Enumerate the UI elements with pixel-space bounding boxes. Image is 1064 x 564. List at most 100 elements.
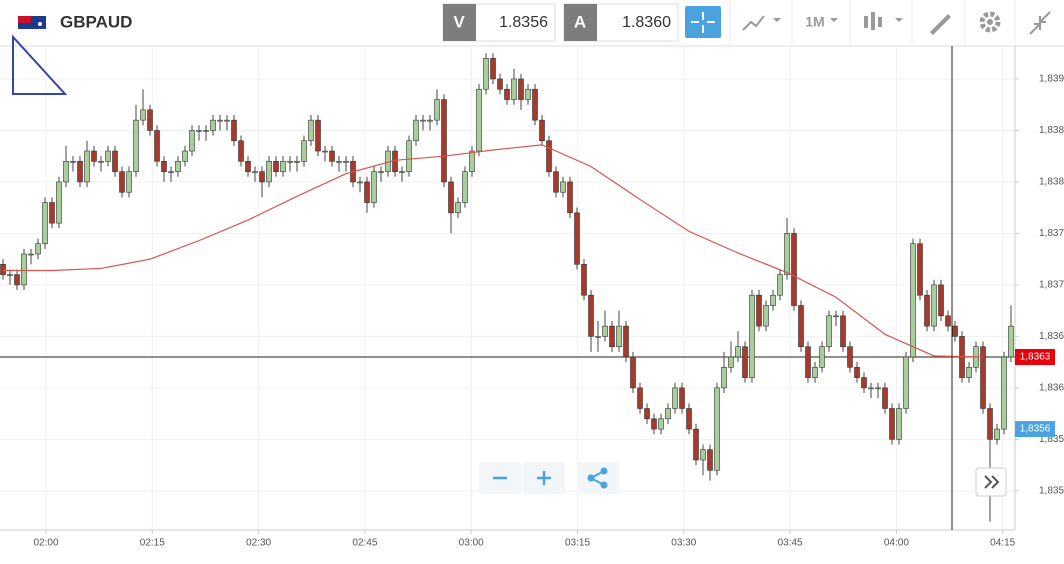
candle-body (714, 387, 720, 471)
candle-body (413, 119, 419, 142)
candle-body (112, 150, 118, 172)
candle-body (105, 150, 111, 162)
share-button[interactable] (577, 462, 619, 494)
x-tick-label: 04:00 (884, 538, 909, 549)
candle-body (504, 88, 510, 100)
candle-body (294, 161, 300, 163)
y-tick-label: 1,8385 (1039, 125, 1064, 136)
candle-body (693, 428, 699, 461)
y-tick-label: 1,8360 (1039, 383, 1064, 394)
candle-body (812, 366, 818, 378)
candle-body (441, 99, 447, 183)
candle-body (238, 140, 244, 162)
y-tick-label: 1,8365 (1039, 331, 1064, 342)
candle-body (203, 130, 209, 132)
candle-body (679, 387, 685, 409)
candle-body (854, 366, 860, 378)
candle-body (322, 150, 328, 153)
candle-body (91, 150, 97, 162)
candle-body (553, 171, 559, 193)
candle-body (406, 140, 412, 172)
candle-body (476, 88, 482, 152)
candle-body (987, 408, 993, 440)
bid-label: V (453, 12, 465, 31)
moving-average (3, 144, 984, 358)
candle-body (665, 408, 671, 420)
candle-body (742, 346, 748, 378)
candle-body (21, 253, 27, 286)
x-tick-label: 03:45 (778, 538, 803, 549)
candle-body (623, 325, 629, 358)
candle-body (938, 284, 944, 317)
candle-body (560, 181, 566, 193)
candle-body (273, 161, 279, 172)
candle-body (896, 408, 902, 440)
crosshair-button[interactable] (685, 6, 721, 38)
ask-price: 1.8360 (622, 14, 671, 31)
candle-body (686, 408, 692, 430)
candle-body (707, 449, 713, 471)
candle-body (35, 243, 41, 255)
candle-body (546, 140, 552, 172)
candle-body (301, 140, 307, 162)
candle-body (833, 315, 839, 318)
current-price-label: 1,8363 (1020, 352, 1051, 363)
bid-price: 1.8356 (499, 14, 548, 31)
candle-body (945, 315, 951, 327)
candle-body (189, 130, 195, 152)
candle-body (84, 150, 90, 183)
candle-body (462, 171, 468, 203)
candle-body (875, 387, 881, 390)
candle-body (980, 346, 986, 409)
collapse-button[interactable] (1029, 11, 1051, 35)
candle-body (217, 119, 223, 122)
toolbar: GBPAUD V 1.8356 A 1.8360 1M (0, 0, 1064, 47)
candle-body (70, 161, 76, 163)
bid-button[interactable] (443, 4, 476, 41)
symbol[interactable]: GBPAUD (60, 12, 132, 31)
candle-body (868, 387, 874, 390)
drawn-triangle[interactable] (12, 34, 68, 95)
candle-body (735, 346, 741, 358)
candle-body (609, 325, 615, 347)
candle-body (182, 150, 188, 162)
flag-icon (18, 16, 46, 29)
candle-body (308, 119, 314, 142)
x-tick-label: 02:45 (352, 538, 377, 549)
candle-body (924, 294, 930, 327)
candle-body (287, 161, 293, 163)
candle-body (889, 408, 895, 440)
settings-button[interactable] (979, 11, 1001, 33)
candle-body (588, 294, 594, 337)
indicators-button[interactable] (864, 12, 903, 30)
candle-body (455, 202, 461, 214)
candle-body (644, 408, 650, 420)
candle-body (399, 171, 405, 173)
candle-body (56, 181, 62, 224)
ask-button[interactable] (564, 4, 597, 41)
candle-body (147, 109, 153, 131)
bid-price-label: 1,8356 (1020, 424, 1051, 435)
candle-body (994, 428, 1000, 440)
candle-body (154, 130, 160, 162)
candle-body (798, 305, 804, 347)
candle-body (483, 58, 489, 90)
y-tick-label: 1,8350 (1039, 486, 1064, 497)
candle-body (616, 325, 622, 347)
candle-body (805, 346, 811, 378)
x-tick-label: 04:15 (990, 538, 1015, 549)
draw-button[interactable] (930, 14, 951, 35)
candle-body (133, 119, 139, 172)
candle-body (497, 78, 503, 90)
candle-body (98, 161, 104, 163)
candle-body (469, 150, 475, 172)
ask-label: A (574, 12, 586, 31)
timeframe-button[interactable]: 1M (805, 14, 824, 30)
candle-body (140, 109, 146, 121)
zoom-controls (479, 462, 1007, 497)
candle-body (567, 181, 573, 214)
candle-body (0, 264, 6, 275)
candle-body (196, 130, 202, 132)
chart-type-button[interactable] (742, 15, 765, 31)
candle-body (14, 274, 20, 286)
